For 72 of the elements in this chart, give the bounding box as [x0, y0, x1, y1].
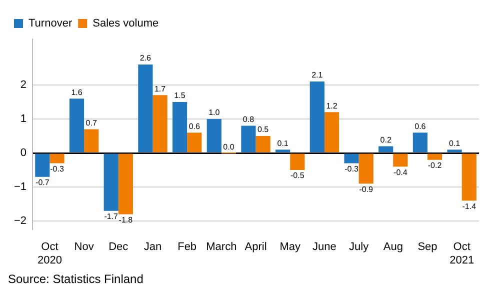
- bar: [152, 95, 168, 152]
- bar: [393, 154, 408, 167]
- data-label: -0.5: [290, 171, 305, 180]
- data-label: 0.1: [277, 138, 289, 148]
- x-tick-label: Feb: [178, 241, 197, 254]
- data-label: 0.8: [242, 114, 255, 124]
- y-tick-label: −2: [14, 215, 27, 228]
- x-tick-label: July: [349, 241, 370, 254]
- x-tick-label: Jan: [144, 241, 162, 254]
- x-tick-label: Oct 2020: [37, 241, 62, 266]
- data-label: 2.6: [140, 54, 152, 63]
- x-tick-label: April: [244, 241, 267, 254]
- bar: [324, 112, 340, 152]
- bar: [187, 132, 202, 152]
- bar: [276, 150, 290, 152]
- bar: [206, 118, 222, 152]
- data-label: 0.7: [86, 118, 98, 128]
- bar: [256, 136, 270, 152]
- data-label: -0.4: [394, 168, 408, 177]
- x-tick-label: Oct 2021: [450, 241, 474, 266]
- bar: [427, 154, 442, 160]
- x-tick-label: May: [280, 241, 302, 254]
- legend-label: Sales volume: [92, 18, 159, 30]
- x-tick-label: Nov: [74, 241, 94, 254]
- bar: [447, 150, 462, 152]
- x-tick-label: Dec: [108, 241, 129, 254]
- x-tick-label: June: [312, 241, 336, 254]
- data-label: 0.1: [448, 138, 461, 148]
- data-label: -0.7: [36, 178, 50, 188]
- bar: [290, 154, 305, 170]
- data-label: 1.0: [208, 108, 220, 118]
- bar: [412, 132, 428, 152]
- data-label: 0.5: [258, 125, 270, 134]
- data-label: 1.6: [71, 88, 83, 97]
- bar: [35, 154, 50, 177]
- y-tick-label: −1: [14, 181, 27, 194]
- bar: [118, 154, 133, 214]
- data-label: 0.2: [380, 135, 392, 144]
- y-tick-label: 2: [20, 78, 27, 91]
- x-tick-label: Sep: [418, 241, 438, 254]
- data-label: 2.1: [312, 70, 324, 80]
- bar: [310, 82, 324, 152]
- data-label: -0.3: [50, 164, 64, 174]
- data-label: -0.3: [344, 164, 359, 174]
- bar: [241, 126, 256, 152]
- bar: [138, 64, 153, 152]
- bar: [50, 154, 64, 164]
- data-label: -1.7: [104, 212, 119, 222]
- x-tick-label: Aug: [383, 241, 403, 254]
- data-label: 1.7: [154, 84, 166, 94]
- data-label: -0.2: [428, 161, 442, 170]
- y-tick-label: 1: [20, 113, 27, 126]
- data-label: 0.6: [188, 122, 200, 131]
- data-label: -1.4: [462, 202, 477, 211]
- data-label: 0.6: [414, 122, 426, 131]
- data-label: -0.9: [359, 184, 374, 194]
- x-tick-label: March: [206, 241, 237, 254]
- bar: [462, 154, 476, 201]
- bar: [172, 102, 188, 152]
- data-label: 1.5: [174, 91, 186, 100]
- legend-label: Turnover: [28, 18, 72, 30]
- bar: [358, 154, 374, 184]
- data-label: 0.0: [223, 142, 235, 152]
- y-tick-label: 0: [20, 147, 27, 160]
- data-label: -1.8: [118, 215, 134, 224]
- bar: [378, 146, 394, 152]
- bar: [344, 154, 359, 164]
- bar: [84, 129, 99, 152]
- data-label: 1.2: [326, 101, 338, 110]
- bar: [69, 98, 84, 152]
- bar: [104, 154, 118, 211]
- source-note: Source: Statistics Finland: [8, 272, 144, 286]
